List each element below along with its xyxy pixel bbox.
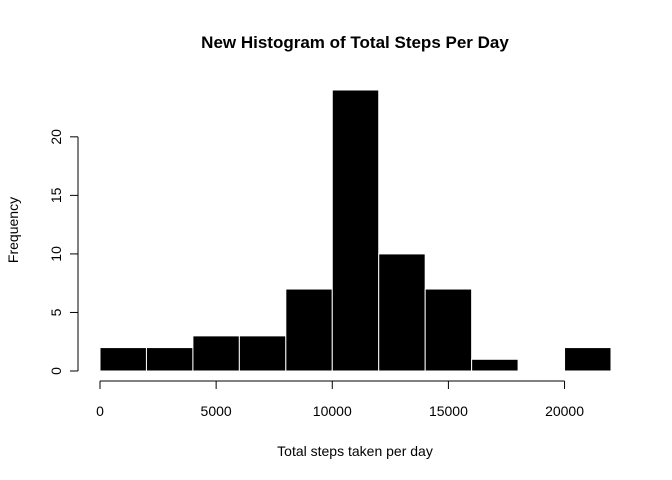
x-tick-label: 10000 [313, 403, 352, 419]
histogram-bar [145, 347, 194, 372]
histogram-bar [331, 89, 380, 372]
y-axis: 0 5 10 15 20 [48, 129, 79, 375]
y-tick-label: 15 [48, 187, 64, 203]
x-tick-label: 0 [96, 403, 104, 419]
y-tick-label: 0 [48, 367, 64, 375]
histogram-bar [378, 253, 426, 372]
histogram-bar [424, 288, 473, 372]
histogram-bar [99, 347, 147, 372]
histogram-bar [192, 335, 240, 372]
histogram-bar [471, 358, 519, 372]
y-tick-label: 10 [48, 246, 64, 262]
y-tick-label: 20 [48, 129, 64, 145]
chart-title: New Histogram of Total Steps Per Day [201, 33, 509, 52]
histogram-bar [564, 347, 612, 372]
y-tick-label: 5 [48, 308, 64, 316]
x-tick-label: 15000 [429, 403, 468, 419]
bars-group [99, 89, 612, 372]
histogram-bar [238, 335, 287, 372]
x-tick-label: 5000 [201, 403, 232, 419]
x-tick-label: 20000 [545, 403, 584, 419]
histogram-bar [285, 288, 333, 372]
x-axis: 0 5000 10000 15000 20000 [96, 380, 584, 419]
x-axis-label: Total steps taken per day [277, 443, 433, 459]
y-axis-label: Frequency [5, 197, 21, 263]
